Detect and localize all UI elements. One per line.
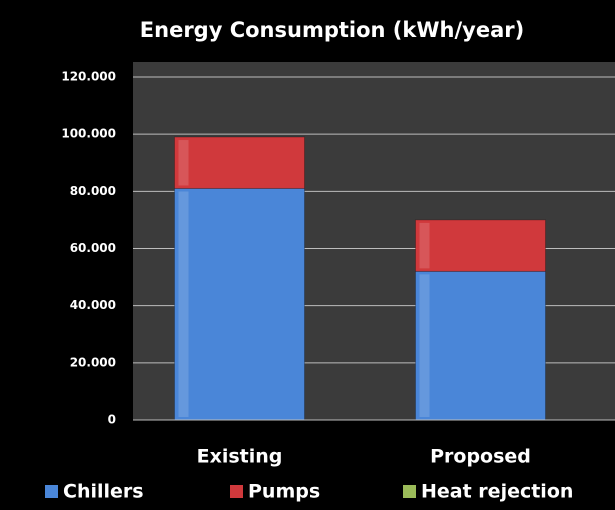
y-tick-label: 120.000	[61, 70, 116, 84]
legend-label: Pumps	[248, 481, 320, 503]
y-tick-label: 80.000	[70, 184, 116, 198]
bar-highlight	[178, 140, 189, 186]
bar-segment	[415, 270, 546, 421]
x-tick-label: Existing	[197, 446, 283, 468]
bar-highlight	[419, 222, 430, 269]
bar-segment	[174, 187, 305, 421]
legend-swatch	[45, 485, 58, 498]
bar-highlight	[419, 274, 430, 417]
y-tick-label: 60.000	[70, 241, 116, 255]
x-tick-label: Proposed	[430, 446, 531, 468]
y-tick-label: 20.000	[70, 355, 116, 369]
y-tick-label: 100.000	[61, 127, 116, 141]
bar-segment	[415, 219, 546, 272]
bar-highlight	[178, 191, 189, 417]
legend-swatch	[230, 485, 243, 498]
legend-swatch	[403, 485, 416, 498]
chart-title: Energy Consumption (kWh/year)	[140, 18, 524, 42]
bar-segment	[174, 136, 305, 189]
y-tick-label: 40.000	[70, 298, 116, 312]
y-tick-label: 0	[108, 413, 116, 427]
legend-label: Chillers	[63, 481, 144, 503]
legend-label: Heat rejection	[421, 481, 573, 503]
